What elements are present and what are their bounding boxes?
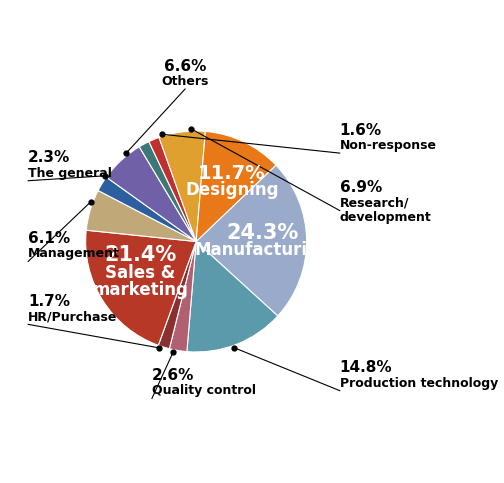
Wedge shape	[169, 242, 196, 352]
Text: development: development	[340, 211, 431, 224]
Text: Designing: Designing	[185, 182, 279, 199]
Text: 14.8%: 14.8%	[340, 360, 393, 375]
Text: Manufacturing: Manufacturing	[194, 241, 331, 259]
Text: 6.1%: 6.1%	[28, 231, 71, 246]
Wedge shape	[106, 147, 196, 242]
Wedge shape	[158, 242, 196, 349]
Text: Production technology: Production technology	[340, 377, 498, 390]
Text: 1.6%: 1.6%	[340, 123, 382, 138]
Wedge shape	[149, 138, 196, 242]
Text: Others: Others	[161, 75, 209, 88]
Text: 2.6%: 2.6%	[152, 368, 195, 383]
Text: 2.3%: 2.3%	[28, 150, 71, 165]
Wedge shape	[86, 190, 196, 242]
Text: Sales &: Sales &	[105, 264, 175, 282]
Text: The general: The general	[28, 167, 112, 180]
Text: 6.6%: 6.6%	[164, 58, 206, 73]
Text: 6.9%: 6.9%	[340, 180, 382, 195]
Text: Quality control: Quality control	[152, 384, 256, 398]
Text: marketing: marketing	[92, 281, 188, 298]
Wedge shape	[196, 165, 306, 316]
Wedge shape	[139, 142, 196, 242]
Text: 24.3%: 24.3%	[226, 223, 298, 243]
Text: Management: Management	[28, 247, 120, 260]
Text: 21.4%: 21.4%	[104, 245, 176, 266]
Text: HR/Purchase: HR/Purchase	[28, 310, 117, 323]
Wedge shape	[159, 131, 206, 242]
Text: Research/: Research/	[340, 197, 409, 210]
Wedge shape	[187, 242, 278, 352]
Text: Non-response: Non-response	[340, 139, 437, 152]
Wedge shape	[98, 177, 196, 242]
Wedge shape	[86, 230, 196, 345]
Text: 1.7%: 1.7%	[28, 294, 70, 309]
Text: 11.7%: 11.7%	[198, 164, 266, 183]
Wedge shape	[196, 131, 276, 242]
